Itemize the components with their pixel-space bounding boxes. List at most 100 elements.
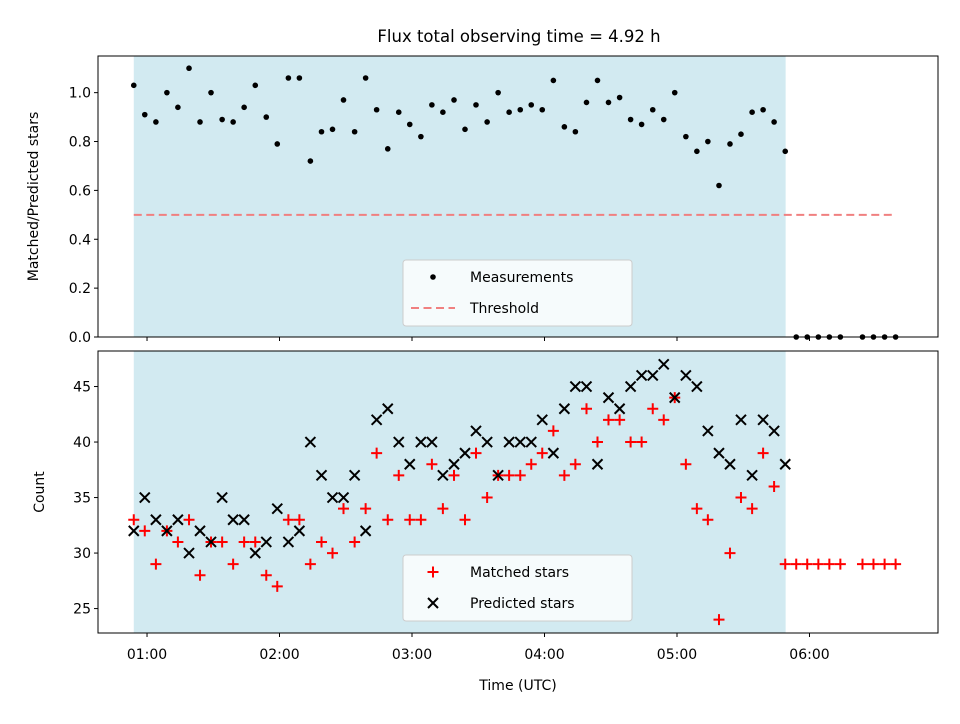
measurements-point (484, 119, 490, 125)
measurements-point (197, 119, 203, 125)
predicted-stars-point (724, 458, 736, 470)
y-tick-label: 35 (73, 491, 91, 507)
predicted-stars-point (205, 536, 217, 548)
predicted-stars-point (415, 436, 427, 448)
predicted-stars-point (680, 369, 692, 382)
measurements-point (130, 82, 137, 89)
measurements-point (572, 128, 579, 135)
predicted-stars-point (304, 436, 317, 448)
measurements-point (473, 102, 479, 108)
measurements-point (705, 138, 711, 145)
predicted-stars-point (702, 425, 714, 437)
measurements-point (362, 75, 369, 81)
predicted-stars-point (426, 436, 438, 448)
predicted-stars-point (238, 514, 250, 526)
measurements-point (683, 133, 689, 140)
predicted-stars-point (503, 436, 515, 448)
measurements-point (241, 104, 247, 111)
measurements-point (153, 119, 159, 125)
matched-stars-point (128, 514, 140, 526)
legend-predicted-marker (427, 597, 439, 609)
matched-stars-point (691, 503, 703, 515)
matched-stars-point (316, 536, 328, 548)
legend-matched-marker (427, 566, 439, 578)
y-tick-label: 25 (73, 602, 91, 618)
predicted-stars-point (359, 525, 372, 537)
matched-stars-point (614, 414, 626, 426)
measurements-point (605, 99, 612, 106)
count-legend: Matched stars Predicted stars (402, 554, 633, 622)
measurements-point (462, 126, 468, 133)
matched-stars-point (393, 469, 405, 481)
predicted-stars-point (382, 403, 394, 415)
matched-stars-point (216, 536, 228, 548)
measurements-point (716, 182, 722, 189)
predicted-stars-point (735, 414, 747, 426)
matched-stars-point (790, 558, 802, 570)
measurements-point (638, 121, 645, 128)
predicted-stars-point (658, 358, 670, 371)
predicted-stars-point (691, 380, 703, 393)
matched-stars-point (338, 503, 350, 515)
matched-stars-point (713, 614, 725, 626)
measurements-point (219, 116, 225, 123)
predicted-stars-point (139, 491, 151, 504)
measurements-point (208, 89, 214, 96)
predicted-stars-point (249, 547, 261, 559)
measurements-point (627, 116, 634, 123)
measurements-point (307, 158, 314, 164)
predicted-stars-point (768, 425, 780, 437)
matched-stars-point (867, 558, 879, 570)
y-tick-label: 40 (73, 435, 91, 451)
y-tick-label: 0.2 (69, 281, 91, 297)
matched-stars-point (558, 469, 570, 481)
predicted-stars-point (569, 380, 582, 393)
predicted-stars-point (227, 514, 239, 526)
measurements-point (649, 106, 656, 113)
count-y-label: Count (32, 471, 48, 513)
predicted-stars-point (713, 447, 725, 459)
chart-title: Flux total observing time = 4.92 h (377, 27, 660, 46)
measurements-point (694, 148, 700, 155)
measurements-point (671, 89, 678, 96)
legend-label: Matched stars (470, 565, 569, 581)
predicted-stars-point (602, 391, 615, 404)
count-panel: 25 30 35 40 45 01:00 02:00 03:00 04:00 05:00 06:0… (32, 350, 939, 663)
matched-stars-point (293, 514, 305, 526)
measurements-point (373, 106, 380, 113)
matched-stars-point (481, 492, 493, 504)
measurements-point (164, 89, 170, 96)
predicted-stars-point (580, 380, 593, 393)
matched-stars-point (812, 558, 824, 570)
legend-label: Measurements (470, 270, 573, 286)
matched-stars-point (658, 414, 670, 426)
matched-stars-point (183, 514, 195, 526)
measurements-point (550, 77, 557, 84)
measurements-point (517, 106, 524, 113)
predicted-stars-point (293, 525, 306, 537)
measurements-point (429, 102, 435, 108)
matched-stars-point (890, 558, 902, 570)
measurements-point (583, 99, 590, 106)
matched-stars-point (415, 514, 427, 526)
matched-stars-point (514, 469, 526, 481)
predicted-stars-point (547, 447, 560, 459)
matched-stars-point (349, 536, 361, 548)
legend-label: Predicted stars (470, 596, 575, 612)
measurements-point (340, 97, 347, 103)
predicted-stars-point (746, 469, 758, 482)
predicted-stars-point (481, 436, 493, 448)
predicted-stars-point (216, 491, 228, 504)
count-panel-frame (97, 350, 939, 634)
matched-stars-point (547, 425, 559, 437)
matched-stars-point (536, 447, 548, 459)
matched-stars-point (525, 458, 537, 470)
legend-measurements-marker (430, 274, 436, 280)
matched-stars-point (150, 558, 162, 570)
measurements-point (616, 94, 623, 101)
matched-stars-point (591, 436, 603, 448)
matched-stars-point (437, 503, 449, 515)
matched-stars-point (735, 492, 747, 504)
ratio-panel-frame (97, 55, 939, 338)
predicted-stars-point (779, 458, 791, 470)
